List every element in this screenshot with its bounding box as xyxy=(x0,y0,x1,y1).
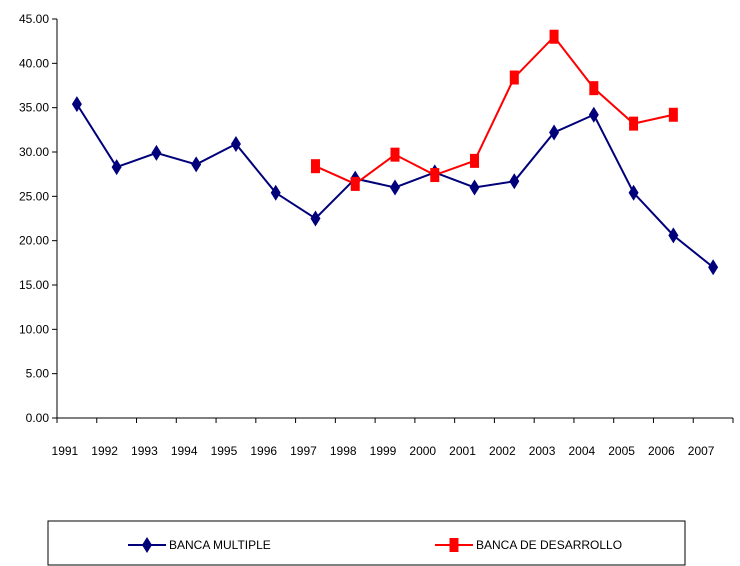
y-tick-label: 45.00 xyxy=(19,12,49,26)
data-point-square xyxy=(350,176,360,191)
data-point-square xyxy=(589,81,599,96)
x-tick-label: 1995 xyxy=(211,444,238,458)
data-point-diamond xyxy=(191,156,202,173)
legend-box xyxy=(47,520,686,566)
x-tick-label: 2007 xyxy=(688,444,715,458)
data-point-diamond xyxy=(71,96,82,113)
series-layer xyxy=(71,29,719,276)
x-tick-label: 1998 xyxy=(330,444,357,458)
data-point-diamond xyxy=(549,124,560,141)
data-point-square xyxy=(470,153,480,168)
y-tick-labels: 0.00 5.00 10.00 15.00 20.00 25.00 30.00 35.00 40… xyxy=(19,12,49,425)
legend-label: BANCA DE DESARROLLO xyxy=(476,538,622,552)
data-point-square xyxy=(509,70,519,85)
x-tick-label: 2006 xyxy=(648,444,675,458)
series-2 xyxy=(310,29,678,191)
axes xyxy=(52,18,734,423)
data-point-diamond xyxy=(469,179,480,196)
data-point-diamond xyxy=(142,537,152,553)
data-point-diamond xyxy=(668,227,679,244)
x-tick-label: 1996 xyxy=(250,444,277,458)
y-tick-label: 25.00 xyxy=(19,189,49,203)
data-point-diamond xyxy=(390,179,400,196)
data-point-square xyxy=(449,538,459,552)
legend-label: BANCA MULTIPLE xyxy=(169,538,271,552)
data-point-diamond xyxy=(509,173,520,190)
data-point-square xyxy=(668,107,678,122)
data-point-diamond xyxy=(588,106,599,123)
y-tick-label: 30.00 xyxy=(19,145,49,159)
y-tick-label: 35.00 xyxy=(19,101,49,115)
x-tick-label: 1994 xyxy=(171,444,198,458)
data-point-square xyxy=(549,29,559,44)
x-tick-label: 2004 xyxy=(568,444,595,458)
data-point-square xyxy=(629,116,639,131)
data-point-diamond xyxy=(151,144,162,161)
x-tick-label: 2005 xyxy=(608,444,635,458)
data-point-diamond xyxy=(708,259,719,276)
x-tick-label: 1999 xyxy=(370,444,397,458)
y-tick-label: 5.00 xyxy=(26,367,50,381)
legend-item-1: BANCA MULTIPLE xyxy=(128,537,271,553)
x-tick-label: 2002 xyxy=(489,444,516,458)
data-point-diamond xyxy=(310,210,321,227)
data-point-diamond xyxy=(628,184,639,201)
y-tick-label: 20.00 xyxy=(19,234,49,248)
x-tick-label: 2001 xyxy=(449,444,476,458)
series-line xyxy=(315,35,674,186)
data-point-square xyxy=(390,147,400,162)
data-point-diamond xyxy=(270,184,281,201)
y-tick-label: 40.00 xyxy=(19,56,49,70)
x-tick-label: 2003 xyxy=(529,444,556,458)
x-tick-label: 2000 xyxy=(409,444,436,458)
data-point-diamond xyxy=(230,136,241,153)
x-tick-label: 1993 xyxy=(131,444,158,458)
data-point-diamond xyxy=(111,159,122,176)
data-point-square xyxy=(310,159,320,174)
series-1 xyxy=(71,96,719,276)
x-tick-labels: 1991 1992 1993 1994 1995 1996 1997 1998 1999 2000… xyxy=(52,444,715,458)
legend-item-2: BANCA DE DESARROLLO xyxy=(435,538,622,552)
x-tick-label: 1991 xyxy=(52,444,79,458)
data-point-square xyxy=(430,168,440,183)
legend: BANCA MULTIPLE BANCA DE DESARROLLO xyxy=(47,520,686,566)
x-tick-label: 1997 xyxy=(290,444,317,458)
y-tick-label: 15.00 xyxy=(19,278,49,292)
x-tick-label: 1992 xyxy=(91,444,118,458)
y-tick-label: 0.00 xyxy=(26,411,50,425)
y-tick-label: 10.00 xyxy=(19,322,49,336)
